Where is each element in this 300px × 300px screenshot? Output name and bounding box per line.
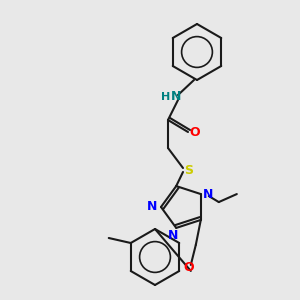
Text: H: H: [161, 92, 171, 102]
Text: S: S: [184, 164, 194, 176]
Text: N: N: [171, 91, 181, 103]
Text: N: N: [147, 200, 157, 214]
Text: N: N: [202, 188, 213, 201]
Text: O: O: [190, 125, 200, 139]
Text: N: N: [168, 230, 178, 242]
Text: O: O: [184, 261, 194, 274]
